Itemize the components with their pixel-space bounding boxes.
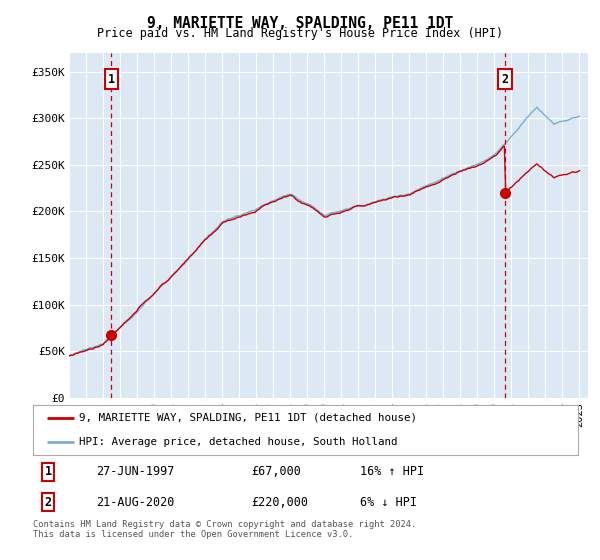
Text: 2: 2 — [502, 73, 509, 86]
Text: Contains HM Land Registry data © Crown copyright and database right 2024.
This d: Contains HM Land Registry data © Crown c… — [33, 520, 416, 539]
Text: £220,000: £220,000 — [251, 496, 308, 508]
Text: 1: 1 — [108, 73, 115, 86]
Text: 6% ↓ HPI: 6% ↓ HPI — [360, 496, 417, 508]
Text: 1: 1 — [44, 465, 52, 478]
Text: 27-JUN-1997: 27-JUN-1997 — [95, 465, 174, 478]
Text: £67,000: £67,000 — [251, 465, 301, 478]
Text: 21-AUG-2020: 21-AUG-2020 — [95, 496, 174, 508]
Text: Price paid vs. HM Land Registry's House Price Index (HPI): Price paid vs. HM Land Registry's House … — [97, 27, 503, 40]
Text: 2: 2 — [44, 496, 52, 508]
Text: 9, MARIETTE WAY, SPALDING, PE11 1DT (detached house): 9, MARIETTE WAY, SPALDING, PE11 1DT (det… — [79, 413, 418, 423]
Text: 9, MARIETTE WAY, SPALDING, PE11 1DT: 9, MARIETTE WAY, SPALDING, PE11 1DT — [147, 16, 453, 31]
Text: HPI: Average price, detached house, South Holland: HPI: Average price, detached house, Sout… — [79, 437, 398, 447]
Text: 16% ↑ HPI: 16% ↑ HPI — [360, 465, 424, 478]
